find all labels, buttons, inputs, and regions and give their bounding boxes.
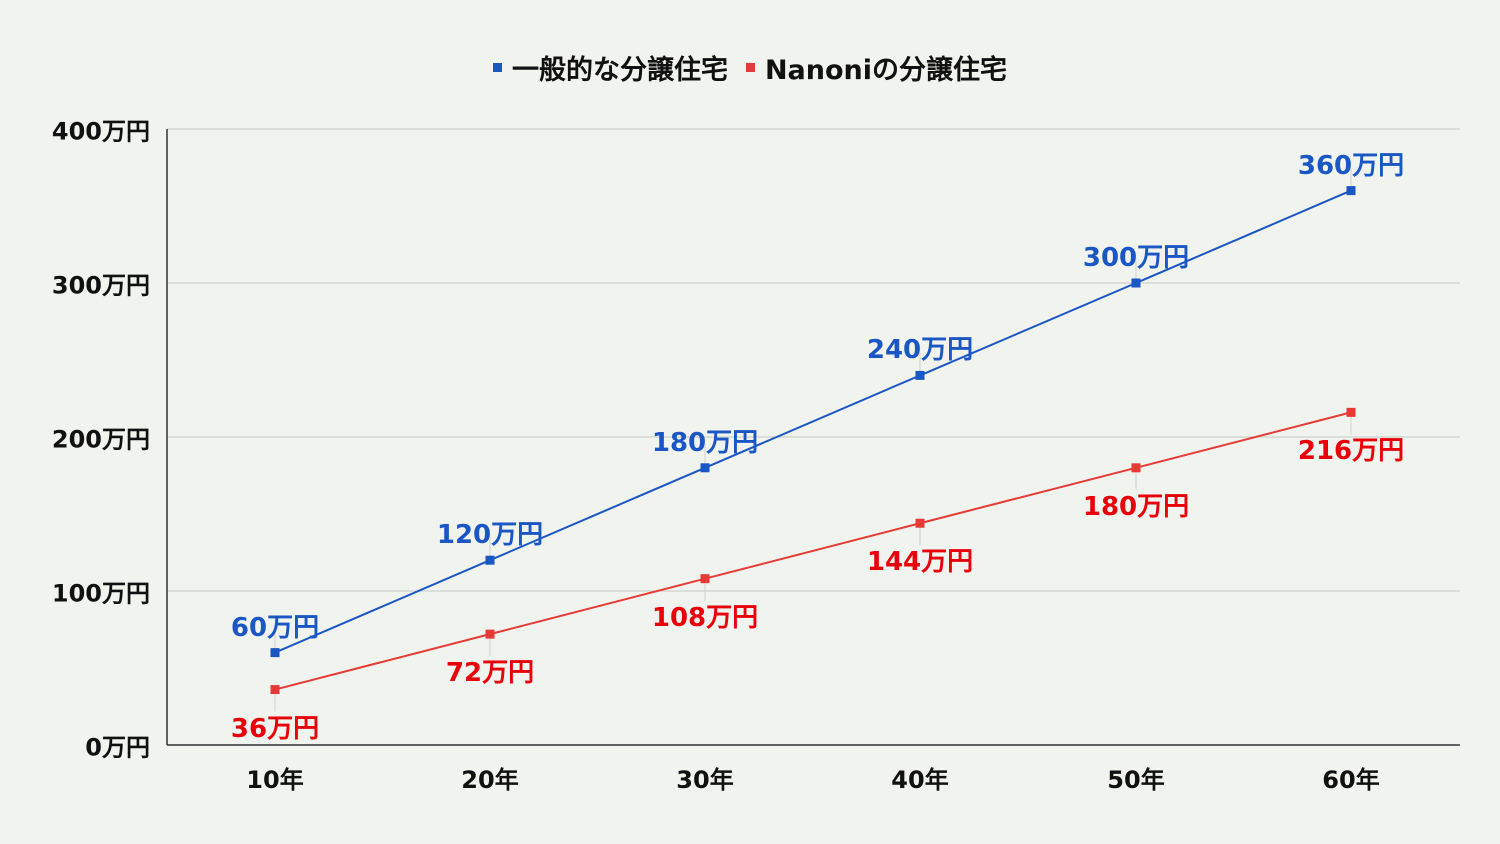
data-label: 360万円 xyxy=(1297,150,1405,181)
data-label: 144万円 xyxy=(866,547,974,578)
legend-label: Nanoniの分譲住宅 xyxy=(764,55,1008,86)
data-label: 180万円 xyxy=(651,427,759,458)
y-tick-label: 400万円 xyxy=(51,117,150,146)
y-tick-label: 300万円 xyxy=(51,271,150,300)
data-point-marker[interactable] xyxy=(485,555,495,565)
legend-item-nanoni[interactable]: Nanoniの分譲住宅 xyxy=(745,48,1008,87)
data-point-marker[interactable] xyxy=(915,370,925,380)
legend-item-general[interactable]: 一般的な分譲住宅 xyxy=(492,48,728,87)
data-point-marker[interactable] xyxy=(1131,463,1141,473)
y-tick-label: 100万円 xyxy=(51,579,150,608)
data-point-marker[interactable] xyxy=(700,574,710,584)
data-point-marker[interactable] xyxy=(915,518,925,528)
data-point-marker[interactable] xyxy=(485,629,495,639)
series-line-0 xyxy=(274,189,1352,654)
data-point-marker[interactable] xyxy=(1131,278,1141,288)
legend-swatch-red-icon xyxy=(745,63,755,72)
x-tick-label: 50年 xyxy=(1107,766,1165,794)
data-label: 240万円 xyxy=(866,335,974,366)
data-point-marker[interactable] xyxy=(270,685,280,695)
data-point-marker[interactable] xyxy=(1346,186,1356,196)
x-tick-label: 40年 xyxy=(891,766,949,794)
data-label: 36万円 xyxy=(230,713,320,744)
data-label: 216万円 xyxy=(1297,436,1405,467)
data-label: 120万円 xyxy=(436,520,544,551)
x-tick-label: 10年 xyxy=(246,766,304,794)
x-tick-label: 20年 xyxy=(461,766,519,794)
y-tick-label: 200万円 xyxy=(51,425,150,454)
data-label: 180万円 xyxy=(1082,491,1190,522)
data-point-marker[interactable] xyxy=(1346,407,1356,417)
x-tick-label: 60年 xyxy=(1322,766,1380,794)
legend-label: 一般的な分譲住宅 xyxy=(511,55,728,86)
data-label: 108万円 xyxy=(651,602,759,633)
data-point-marker[interactable] xyxy=(270,648,280,658)
legend-swatch-blue-icon xyxy=(492,63,502,72)
y-tick-label: 0万円 xyxy=(85,733,150,762)
data-label: 72万円 xyxy=(445,658,535,689)
data-label: 60万円 xyxy=(230,612,320,643)
data-label: 300万円 xyxy=(1082,243,1190,273)
data-point-marker[interactable] xyxy=(700,463,710,473)
chart-legend: 一般的な分譲住宅 Nanoniの分譲住宅 xyxy=(0,48,1500,87)
x-tick-label: 30年 xyxy=(676,766,734,794)
series-line-1 xyxy=(274,411,1352,691)
